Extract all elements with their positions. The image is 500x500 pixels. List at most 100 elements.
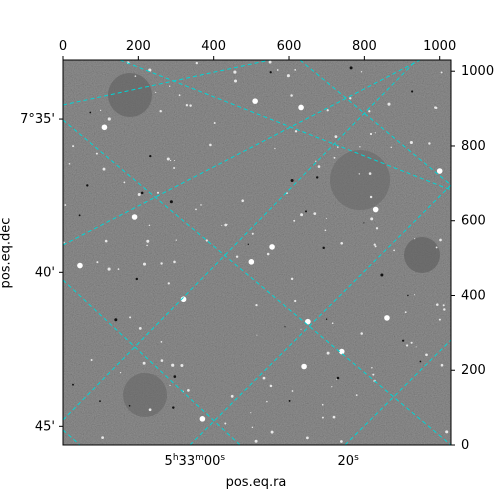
faint-star — [321, 403, 324, 406]
faint-star — [189, 104, 192, 107]
faint-star — [368, 172, 372, 175]
faint-blob — [108, 73, 152, 117]
faint-star — [185, 104, 189, 107]
grid-line — [63, 119, 451, 445]
faint-star — [411, 90, 414, 93]
bright-star — [101, 124, 108, 131]
faint-star — [235, 255, 239, 258]
faint-star — [333, 156, 336, 159]
faint-star — [266, 400, 268, 403]
faint-star — [326, 351, 330, 355]
faint-star — [340, 241, 344, 245]
faint-star — [96, 261, 99, 264]
faint-star — [170, 159, 172, 162]
faint-star — [173, 167, 176, 169]
bright-star — [301, 363, 307, 370]
faint-star — [256, 334, 258, 336]
faint-star — [435, 246, 438, 249]
faint-star — [445, 430, 449, 434]
faint-star — [315, 160, 317, 162]
faint-star — [166, 157, 170, 161]
faint-star — [313, 212, 317, 215]
faint-star — [300, 213, 304, 217]
faint-star — [123, 181, 126, 184]
faint-star — [331, 322, 334, 325]
faint-star — [371, 367, 373, 369]
faint-star — [286, 74, 290, 78]
y-tick-label: 200 — [461, 363, 486, 378]
ra-tick-label: 5h33m00s — [165, 453, 226, 469]
faint-star — [114, 318, 118, 322]
faint-star — [160, 341, 163, 343]
faint-star — [107, 267, 111, 271]
faint-star — [209, 143, 212, 147]
dec-tick-label: 45' — [35, 419, 55, 434]
faint-star — [331, 386, 333, 388]
faint-star — [119, 371, 122, 374]
faint-star — [439, 238, 442, 242]
faint-star — [173, 159, 176, 162]
faint-star — [142, 262, 147, 266]
faint-blob — [123, 373, 167, 417]
faint-star — [95, 152, 98, 155]
faint-star — [322, 246, 325, 250]
faint-star — [255, 303, 258, 307]
x-axis-title: pos.eq.ra — [226, 475, 287, 490]
faint-star — [146, 239, 150, 243]
faint-star — [72, 145, 75, 148]
faint-star — [294, 69, 297, 71]
bright-star — [180, 296, 187, 303]
faint-star — [99, 109, 102, 112]
plot-frame — [62, 59, 452, 446]
faint-star — [205, 239, 208, 242]
faint-star — [425, 353, 428, 357]
faint-star — [370, 217, 374, 221]
y-tick-label: 1000 — [461, 64, 494, 79]
coordinate-grid — [63, 60, 451, 445]
faint-star — [266, 252, 270, 256]
faint-star — [291, 390, 294, 392]
faint-star — [224, 223, 228, 227]
faint-star — [305, 210, 307, 213]
faint-star — [169, 85, 171, 87]
bright-star — [338, 348, 345, 355]
x-tick-label: 1000 — [423, 39, 456, 54]
faint-star — [175, 239, 177, 241]
faint-star — [89, 111, 92, 114]
faint-star — [415, 346, 417, 348]
faint-star — [434, 106, 437, 109]
faint-star — [129, 316, 132, 319]
ra-tick-label: 20s — [338, 453, 360, 469]
faint-star — [269, 384, 273, 388]
faint-star — [262, 376, 266, 380]
faint-star — [107, 117, 111, 121]
y-tick-label: 0 — [461, 438, 469, 453]
y-tick-label: 600 — [461, 214, 486, 229]
faint-star — [99, 400, 101, 402]
faint-star — [290, 94, 293, 97]
faint-star — [269, 71, 272, 74]
grid-line — [63, 60, 418, 421]
faint-star — [340, 440, 343, 443]
faint-star — [436, 303, 439, 306]
faint-star — [178, 94, 181, 97]
y-tick-label: 400 — [461, 288, 486, 303]
faint-star — [102, 167, 106, 171]
x-tick-label: 200 — [126, 39, 151, 54]
faint-star — [270, 430, 274, 434]
sky-noise — [63, 60, 451, 445]
faint-star — [332, 415, 336, 419]
faint-star — [200, 204, 202, 206]
faint-star — [326, 109, 329, 112]
faint-star — [410, 341, 413, 344]
grid-line — [299, 60, 451, 186]
faint-star — [375, 227, 379, 230]
faint-star — [325, 318, 328, 320]
faint-star — [68, 162, 71, 165]
faint-star — [294, 130, 298, 133]
x-tick-label: 0 — [59, 39, 67, 54]
faint-star — [359, 146, 361, 148]
x-tick-label: 800 — [352, 39, 377, 54]
faint-star — [64, 204, 67, 206]
faint-star — [160, 359, 164, 362]
